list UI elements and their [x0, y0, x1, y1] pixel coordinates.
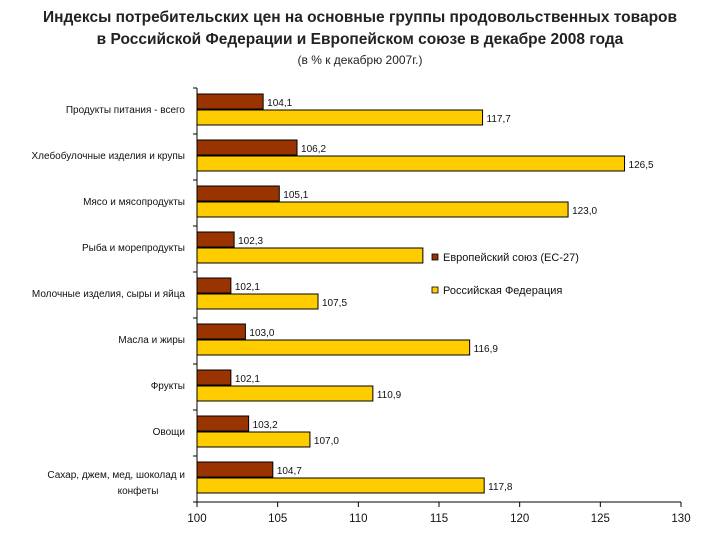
bar-eu-3	[196, 231, 235, 248]
data-label-eu-3: 102,3	[238, 236, 263, 247]
bar-ru-5	[196, 339, 471, 356]
bar-ru-3	[196, 247, 424, 264]
legend-swatch-ru	[431, 286, 439, 294]
x-tick-label-6: 130	[671, 513, 690, 525]
category-label-4: Молочные изделия, сыры и яйца	[32, 289, 186, 300]
x-tick-label-1: 105	[268, 513, 287, 525]
category-label-5: Масла и жиры	[118, 335, 185, 346]
data-label-ru-0: 117,7	[487, 114, 512, 125]
data-label-eu-2: 105,1	[283, 190, 308, 201]
bar-ru-7	[196, 431, 311, 448]
category-label-2: Мясо и мясопродукты	[83, 197, 185, 208]
bar-ru-1	[196, 155, 626, 172]
data-label-eu-7: 103,2	[253, 420, 278, 431]
category-label-0: Продукты питания - всего	[66, 105, 186, 116]
data-label-ru-7: 107,0	[314, 436, 339, 447]
category-label-8-line-2: конфеты	[118, 485, 159, 497]
legend-label-eu: Европейский союз (ЕС-27)	[443, 252, 579, 264]
bar-eu-7	[196, 415, 250, 432]
bar-eu-8	[196, 461, 274, 478]
bar-eu-4	[196, 277, 232, 294]
bar-eu-6	[196, 369, 232, 386]
data-label-ru-4: 107,5	[322, 298, 347, 309]
x-tick-label-0: 100	[187, 513, 206, 525]
category-label-8: Сахар, джем, мед, шоколад и	[47, 470, 185, 481]
data-label-eu-8: 104,7	[277, 466, 302, 477]
data-label-eu-4: 102,1	[235, 282, 260, 293]
category-label-7: Овощи	[153, 427, 185, 438]
x-tick-label-5: 125	[591, 513, 610, 525]
data-label-ru-1: 126,5	[629, 160, 654, 171]
x-tick-label-2: 110	[349, 513, 367, 525]
category-label-3: Рыба и морепродукты	[82, 242, 185, 254]
bar-eu-2	[196, 185, 280, 202]
data-label-ru-8: 117,8	[488, 482, 513, 493]
x-tick-label-4: 120	[510, 513, 529, 525]
x-tick-label-3: 115	[430, 513, 448, 525]
category-label-6: Фрукты	[151, 381, 185, 392]
bar-ru-4	[196, 293, 319, 310]
legend-swatch-eu	[431, 253, 439, 261]
chart-subtitle: (в % к декабрю 2007г.)	[297, 53, 423, 67]
data-label-eu-1: 106,2	[301, 144, 326, 155]
bar-eu-5	[196, 323, 246, 340]
bar-eu-1	[196, 139, 298, 156]
bar-ru-8	[196, 477, 485, 494]
chart-title-line-2: в Российской Федерации и Европейском сою…	[96, 31, 624, 48]
category-label-1: Хлебобулочные изделия и крупы	[31, 150, 185, 162]
data-label-ru-5: 116,9	[474, 344, 499, 355]
data-label-eu-6: 102,1	[235, 374, 260, 385]
bar-ru-2	[196, 201, 569, 218]
bar-ru-0	[196, 109, 484, 126]
data-label-eu-5: 103,0	[249, 328, 274, 339]
data-label-eu-0: 104,1	[267, 98, 292, 109]
data-label-ru-6: 110,9	[377, 390, 402, 401]
bar-ru-6	[196, 385, 374, 402]
legend-label-ru: Российская Федерация	[443, 285, 562, 297]
chart-title-line-1: Индексы потребительских цен на основные …	[42, 9, 678, 26]
data-label-ru-2: 123,0	[572, 206, 597, 217]
bar-eu-0	[196, 93, 264, 110]
